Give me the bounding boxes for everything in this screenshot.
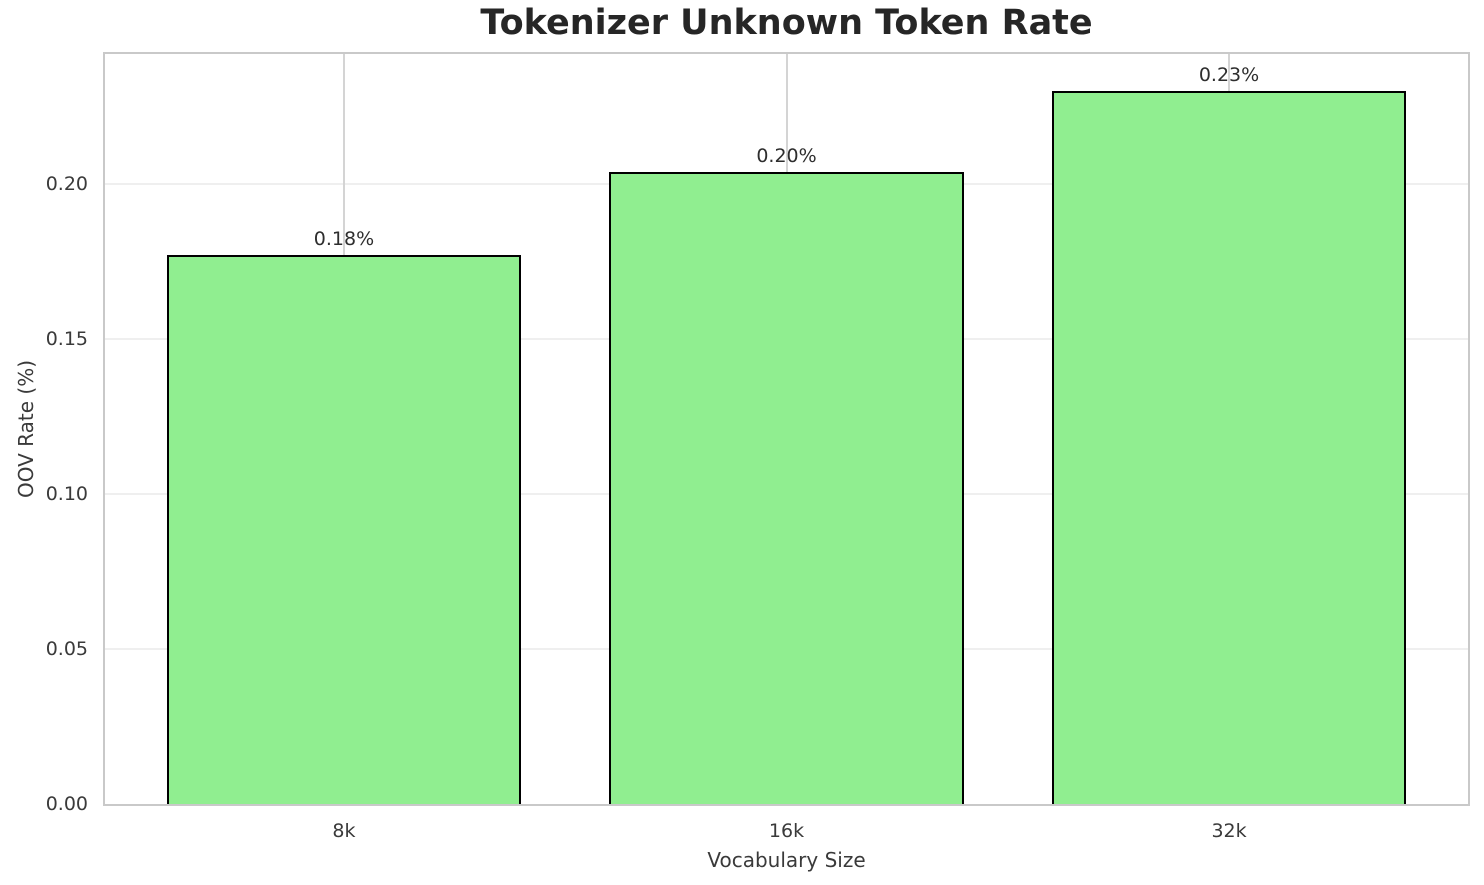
y-axis-label-text: OOV Rate (%) <box>14 360 38 498</box>
x-axis-label: Vocabulary Size <box>707 848 866 872</box>
y-tick-label: 0.10 <box>45 483 88 506</box>
x-tick-label-32k: 32k <box>1211 820 1247 842</box>
y-tick-label: 0.05 <box>45 638 88 661</box>
bar-value-label: 0.23% <box>1198 64 1260 87</box>
bar-32k <box>1052 91 1407 804</box>
bar-value-label: 0.18% <box>313 228 375 251</box>
chart-title: Tokenizer Unknown Token Rate <box>480 3 1093 43</box>
plot-area: 0.18% 0.20% 0.23% <box>103 52 1470 806</box>
bars-layer: 0.18% 0.20% 0.23% <box>105 54 1468 804</box>
bar-16k <box>609 171 964 804</box>
bar-value-label: 0.20% <box>756 144 817 167</box>
y-tick-label: 0.20 <box>45 173 88 196</box>
bar-8k <box>166 255 521 804</box>
y-tick-label: 0.00 <box>45 793 88 815</box>
x-tick-label-16k: 16k <box>768 820 805 842</box>
x-tick-label-8k: 8k <box>332 820 356 842</box>
y-axis-label: OOV Rate (%) <box>11 52 41 806</box>
y-tick-label: 0.15 <box>45 328 88 351</box>
